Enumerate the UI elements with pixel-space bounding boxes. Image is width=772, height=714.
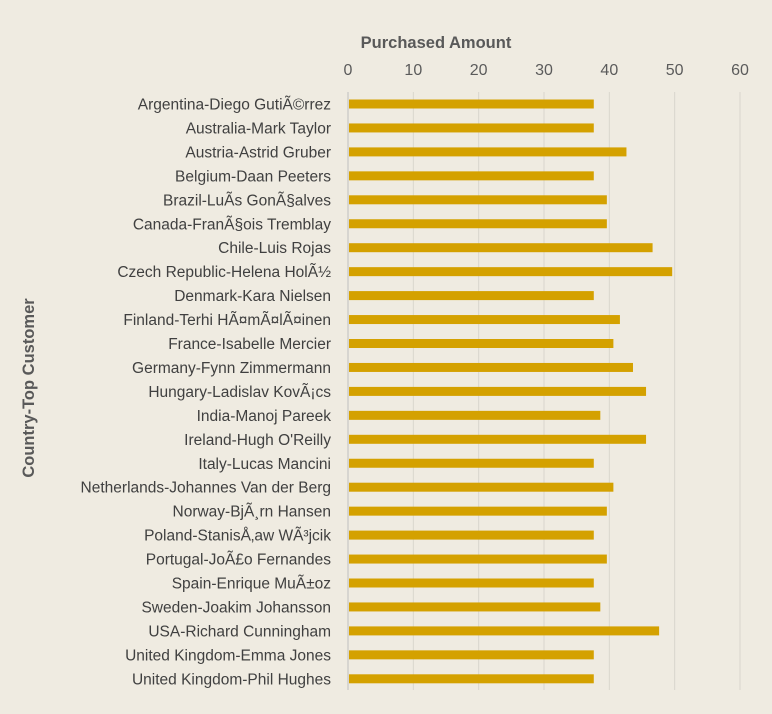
category-label: United Kingdom-Phil Hughes [132, 671, 331, 688]
category-label: Czech Republic-Helena HolÃ½ [117, 264, 331, 281]
x-tick-label: 0 [344, 62, 353, 79]
x-tick-label: 40 [600, 62, 618, 79]
category-label: Austria-Astrid Gruber [185, 144, 331, 161]
bar [349, 362, 633, 372]
category-label: India-Manoj Pareek [197, 408, 332, 425]
x-tick-label: 10 [404, 62, 422, 79]
x-tick-label: 50 [666, 62, 684, 79]
bar [349, 315, 620, 325]
bar [349, 171, 594, 181]
category-label: Chile-Luis Rojas [218, 240, 331, 257]
category-label: Portugal-JoÃ£o Fernandes [146, 552, 332, 569]
category-label: Australia-Mark Taylor [186, 120, 331, 137]
bar [349, 530, 594, 540]
bar [349, 506, 607, 516]
category-label: USA-Richard Cunningham [148, 623, 331, 640]
category-label: Finland-Terhi HÃ¤mÃ¤lÃ¤inen [123, 312, 331, 329]
category-label: Netherlands-Johannes Van der Berg [81, 480, 331, 497]
category-label: Poland-StanisÅ‚aw WÃ³jcik [144, 528, 331, 545]
category-label: Argentina-Diego GutiÃ©rrez [138, 97, 331, 114]
category-label: Germany-Fynn Zimmermann [132, 360, 331, 377]
category-label: Italy-Lucas Mancini [198, 456, 331, 473]
category-label: France-Isabelle Mercier [168, 336, 331, 353]
category-label: Canada-FranÃ§ois Tremblay [133, 216, 331, 233]
bar [349, 386, 647, 396]
category-label: Brazil-LuÃ­s GonÃ§alves [163, 192, 331, 209]
x-axis-ticks: 0 10 20 30 40 50 60 [344, 62, 749, 79]
bar [349, 243, 653, 253]
bar [349, 650, 594, 660]
bar [349, 291, 594, 301]
bar [349, 578, 594, 588]
bar [349, 267, 673, 277]
bar [349, 219, 607, 229]
bar [349, 99, 594, 109]
x-tick-label: 60 [731, 62, 749, 79]
category-label: Belgium-Daan Peeters [175, 168, 331, 185]
x-tick-label: 30 [535, 62, 553, 79]
category-label: United Kingdom-Emma Jones [125, 647, 331, 664]
category-labels: Argentina-Diego GutiÃ©rrez Australia-Mark… [81, 97, 332, 689]
x-axis-title: Purchased Amount [361, 34, 512, 52]
bar [349, 339, 614, 348]
bar [349, 554, 607, 564]
category-label: Denmark-Kara Nielsen [174, 288, 331, 305]
bars [349, 99, 673, 684]
category-label: Norway-BjÃ¸rn Hansen [173, 504, 332, 521]
category-label: Spain-Enrique MuÃ±oz [172, 576, 331, 593]
bar [349, 123, 594, 133]
category-label: Sweden-Joakim Johansson [141, 599, 331, 616]
bar [349, 626, 660, 636]
bar [349, 195, 607, 205]
category-label: Ireland-Hugh O'Reilly [184, 432, 331, 449]
category-label: Hungary-Ladislav KovÃ¡cs [148, 384, 331, 401]
bar [349, 458, 594, 468]
bar [349, 434, 647, 444]
bar [349, 147, 627, 157]
bar [349, 602, 601, 612]
x-tick-label: 20 [470, 62, 488, 79]
y-axis-title: Country-Top Customer [20, 298, 38, 478]
bar [349, 410, 601, 420]
bar [349, 674, 594, 684]
bar [349, 482, 614, 492]
